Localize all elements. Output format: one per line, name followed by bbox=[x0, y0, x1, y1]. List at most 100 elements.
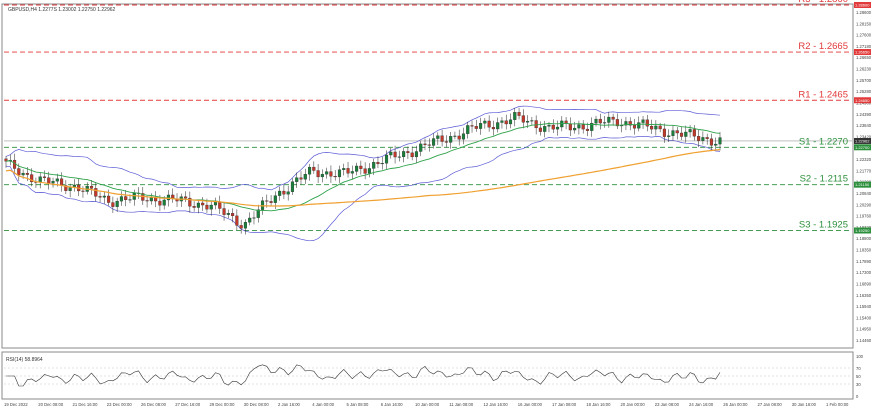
candle-body bbox=[414, 151, 418, 158]
level-price-tag bbox=[854, 97, 871, 104]
candle bbox=[359, 160, 363, 175]
bollinger-upper-band bbox=[5, 105, 721, 191]
candle-body bbox=[51, 181, 55, 184]
candle-body bbox=[260, 200, 265, 210]
candle-body bbox=[124, 196, 128, 200]
price-axis-tick: 1.20290 bbox=[856, 202, 872, 207]
candle bbox=[367, 163, 371, 178]
time-axis-tick: 17 Jan 08:00 bbox=[552, 402, 577, 407]
level-label-r1: R1 - 1.2465 bbox=[798, 89, 848, 100]
candle bbox=[662, 123, 666, 143]
candle bbox=[645, 114, 649, 132]
candle bbox=[675, 126, 679, 140]
price-axis-tick: 1.18800 bbox=[856, 236, 872, 241]
candle-body bbox=[282, 190, 286, 195]
price-axis-tick: 1.25700 bbox=[856, 78, 872, 83]
level-price-tag bbox=[854, 181, 871, 188]
time-axis-tick: 6 Jan 16:00 bbox=[381, 402, 404, 407]
candle bbox=[419, 140, 423, 157]
time-axis-tick: 11 Jan 08:00 bbox=[449, 402, 474, 407]
moving-average-fast bbox=[5, 122, 721, 212]
time-axis-tick: 27 Jan 08:00 bbox=[758, 402, 783, 407]
candle bbox=[474, 119, 478, 132]
candle-body bbox=[581, 124, 585, 130]
candle-body bbox=[226, 213, 230, 215]
candle bbox=[440, 129, 444, 147]
candle bbox=[513, 108, 517, 127]
candle bbox=[581, 120, 585, 134]
candle bbox=[466, 121, 470, 139]
candle bbox=[692, 125, 696, 141]
candle-body bbox=[607, 116, 611, 123]
candle bbox=[521, 109, 525, 129]
candle bbox=[295, 172, 299, 188]
candle bbox=[714, 137, 718, 150]
candle-body bbox=[637, 122, 641, 129]
time-axis-tick: 5 Jan 08:00 bbox=[347, 402, 370, 407]
price-axis-tick: 1.22320 bbox=[856, 157, 872, 162]
candle-body bbox=[714, 143, 718, 146]
time-axis-tick: 21 Dec 16:00 bbox=[73, 402, 99, 407]
candle bbox=[590, 117, 594, 137]
candle-body bbox=[440, 135, 444, 142]
candle-body bbox=[491, 127, 495, 130]
candle-body bbox=[81, 190, 85, 192]
candle-body bbox=[615, 119, 619, 127]
price-axis-tick: 1.18350 bbox=[856, 248, 872, 253]
candle-body bbox=[585, 128, 590, 131]
candle bbox=[231, 208, 235, 223]
candle bbox=[461, 127, 466, 145]
candle-body bbox=[573, 127, 577, 131]
candle-body bbox=[611, 116, 615, 120]
candle-body bbox=[290, 181, 295, 192]
candle-body bbox=[158, 200, 162, 206]
candle bbox=[517, 107, 521, 120]
candle-body bbox=[667, 135, 671, 137]
candle-body bbox=[406, 151, 410, 154]
time-axis-tick: 2 Jan 16:00 bbox=[278, 402, 301, 407]
candle-body bbox=[628, 121, 632, 126]
time-axis-tick: 16 Jan 00:00 bbox=[518, 402, 543, 407]
candle-body bbox=[25, 172, 29, 175]
candle bbox=[701, 131, 705, 145]
rsi-axis-tick: 50 bbox=[856, 374, 861, 379]
candle-body bbox=[500, 120, 504, 123]
candle-body bbox=[320, 173, 324, 178]
candle-body bbox=[705, 137, 709, 139]
candle bbox=[637, 116, 641, 132]
candle-body bbox=[256, 209, 260, 218]
candle-body bbox=[94, 188, 98, 197]
candle bbox=[111, 196, 115, 213]
candle-body bbox=[389, 151, 393, 156]
candle-body bbox=[337, 169, 342, 178]
price-axis-tick: 1.19760 bbox=[856, 214, 872, 219]
candle bbox=[282, 184, 286, 200]
candle-body bbox=[316, 170, 320, 178]
candle-body bbox=[487, 120, 491, 128]
candle bbox=[504, 114, 508, 130]
candle bbox=[530, 117, 534, 126]
candle-body bbox=[64, 185, 68, 191]
candle bbox=[483, 118, 487, 129]
candle bbox=[243, 219, 247, 235]
candle bbox=[406, 146, 410, 159]
candle-body bbox=[243, 222, 247, 229]
level-price-tag bbox=[854, 2, 871, 8]
candle-body bbox=[252, 217, 256, 219]
candle-body bbox=[209, 204, 213, 210]
candle-body bbox=[662, 128, 666, 137]
candle-body bbox=[222, 208, 226, 215]
candle-body bbox=[526, 120, 530, 123]
candle-body bbox=[329, 171, 333, 177]
time-axis-tick: 29 Dec 00:00 bbox=[210, 402, 236, 407]
candle-body bbox=[286, 191, 290, 195]
candle-body bbox=[688, 129, 692, 133]
candle-body bbox=[517, 112, 521, 116]
level-price-tag-text: 1.24650 bbox=[855, 98, 870, 103]
candle-body bbox=[457, 135, 461, 140]
candle bbox=[397, 150, 401, 162]
candle bbox=[81, 186, 85, 198]
level-price-tag bbox=[854, 49, 871, 56]
candle-body bbox=[393, 151, 397, 158]
